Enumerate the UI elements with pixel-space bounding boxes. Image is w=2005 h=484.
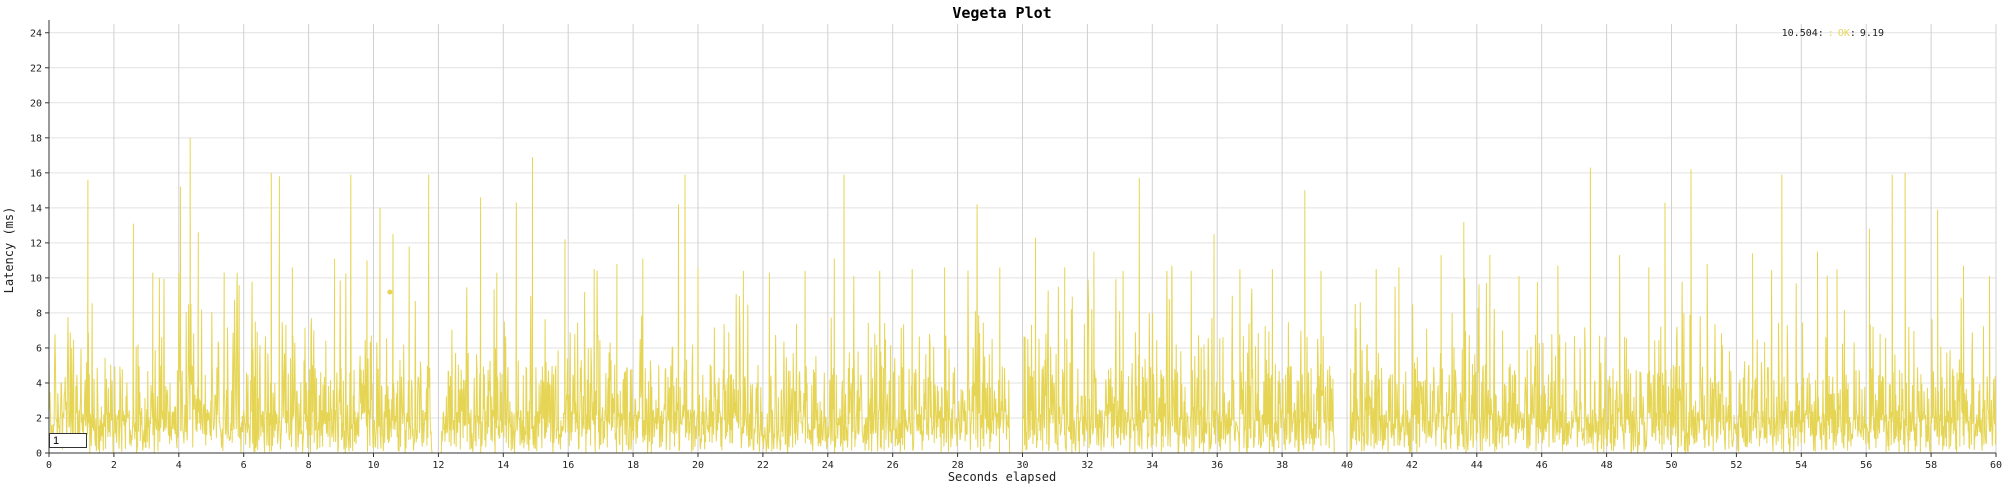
x-tick-label: 4 xyxy=(176,460,182,471)
legend-y-value: 9.19 xyxy=(1860,28,1884,39)
x-tick-label: 28 xyxy=(952,460,964,471)
y-tick-label: 14 xyxy=(30,203,42,214)
x-tick-label: 18 xyxy=(627,460,639,471)
y-tick-label: 8 xyxy=(36,308,42,319)
x-tick-label: 40 xyxy=(1341,460,1353,471)
x-tick-label: 38 xyxy=(1276,460,1288,471)
x-tick-label: 48 xyxy=(1601,460,1613,471)
y-axis-label: Latency (ms) xyxy=(2,207,16,294)
x-tick-label: 54 xyxy=(1795,460,1807,471)
y-tick-label: 2 xyxy=(36,413,42,424)
y-tick-label: 6 xyxy=(36,343,42,354)
legend-separator: : xyxy=(1818,28,1824,39)
legend-series-separator-2: : xyxy=(1850,28,1856,39)
y-tick-label: 20 xyxy=(30,98,42,109)
y-tick-label: 24 xyxy=(30,28,42,39)
legend-x-value: 10.504 xyxy=(1782,28,1818,39)
x-tick-label: 26 xyxy=(887,460,899,471)
legend-series-separator: : xyxy=(1828,28,1834,39)
x-tick-label: 6 xyxy=(241,460,247,471)
x-tick-label: 14 xyxy=(497,460,509,471)
legend-series-name: OK xyxy=(1838,28,1850,39)
x-tick-label: 12 xyxy=(432,460,444,471)
x-tick-label: 44 xyxy=(1471,460,1483,471)
x-tick-label: 8 xyxy=(306,460,312,471)
x-tick-label: 2 xyxy=(111,460,117,471)
legend: 10.504:: OK: 9.19 xyxy=(1782,28,1884,39)
x-tick-label: 0 xyxy=(46,460,52,471)
y-tick-label: 16 xyxy=(30,168,42,179)
y-tick-label: 12 xyxy=(30,238,42,249)
x-tick-label: 22 xyxy=(757,460,769,471)
highlight-point xyxy=(387,289,393,295)
x-tick-label: 42 xyxy=(1406,460,1418,471)
y-tick-label: 18 xyxy=(30,133,42,144)
x-tick-label: 46 xyxy=(1536,460,1548,471)
x-tick-label: 16 xyxy=(562,460,574,471)
x-axis-ticks: 0 2 4 6 8 10 12 14 16 18 20 22 24 26 28 30 32 34 36 38 40 42 4… xyxy=(46,453,2002,471)
chart-title: Vegeta Plot xyxy=(952,4,1051,22)
x-tick-label: 24 xyxy=(822,460,834,471)
y-tick-label: 10 xyxy=(30,273,42,284)
y-tick-label: 0 xyxy=(36,449,42,460)
svg-text:10.504::OK:9.19: 10.504:: OK: 9.19 xyxy=(1782,28,1884,39)
rolling-window-input[interactable] xyxy=(49,433,87,448)
x-tick-label: 20 xyxy=(692,460,704,471)
x-tick-label: 10 xyxy=(367,460,379,471)
x-tick-label: 60 xyxy=(1990,460,2002,471)
x-tick-label: 36 xyxy=(1211,460,1223,471)
x-tick-label: 52 xyxy=(1730,460,1742,471)
x-axis-label: Seconds elapsed xyxy=(948,470,1056,484)
y-tick-label: 22 xyxy=(30,63,42,74)
x-tick-label: 58 xyxy=(1925,460,1937,471)
x-tick-label: 34 xyxy=(1146,460,1158,471)
x-tick-label: 32 xyxy=(1081,460,1093,471)
x-tick-label: 50 xyxy=(1665,460,1677,471)
x-tick-label: 56 xyxy=(1860,460,1872,471)
x-tick-label: 30 xyxy=(1016,460,1028,471)
y-tick-label: 4 xyxy=(36,378,42,389)
